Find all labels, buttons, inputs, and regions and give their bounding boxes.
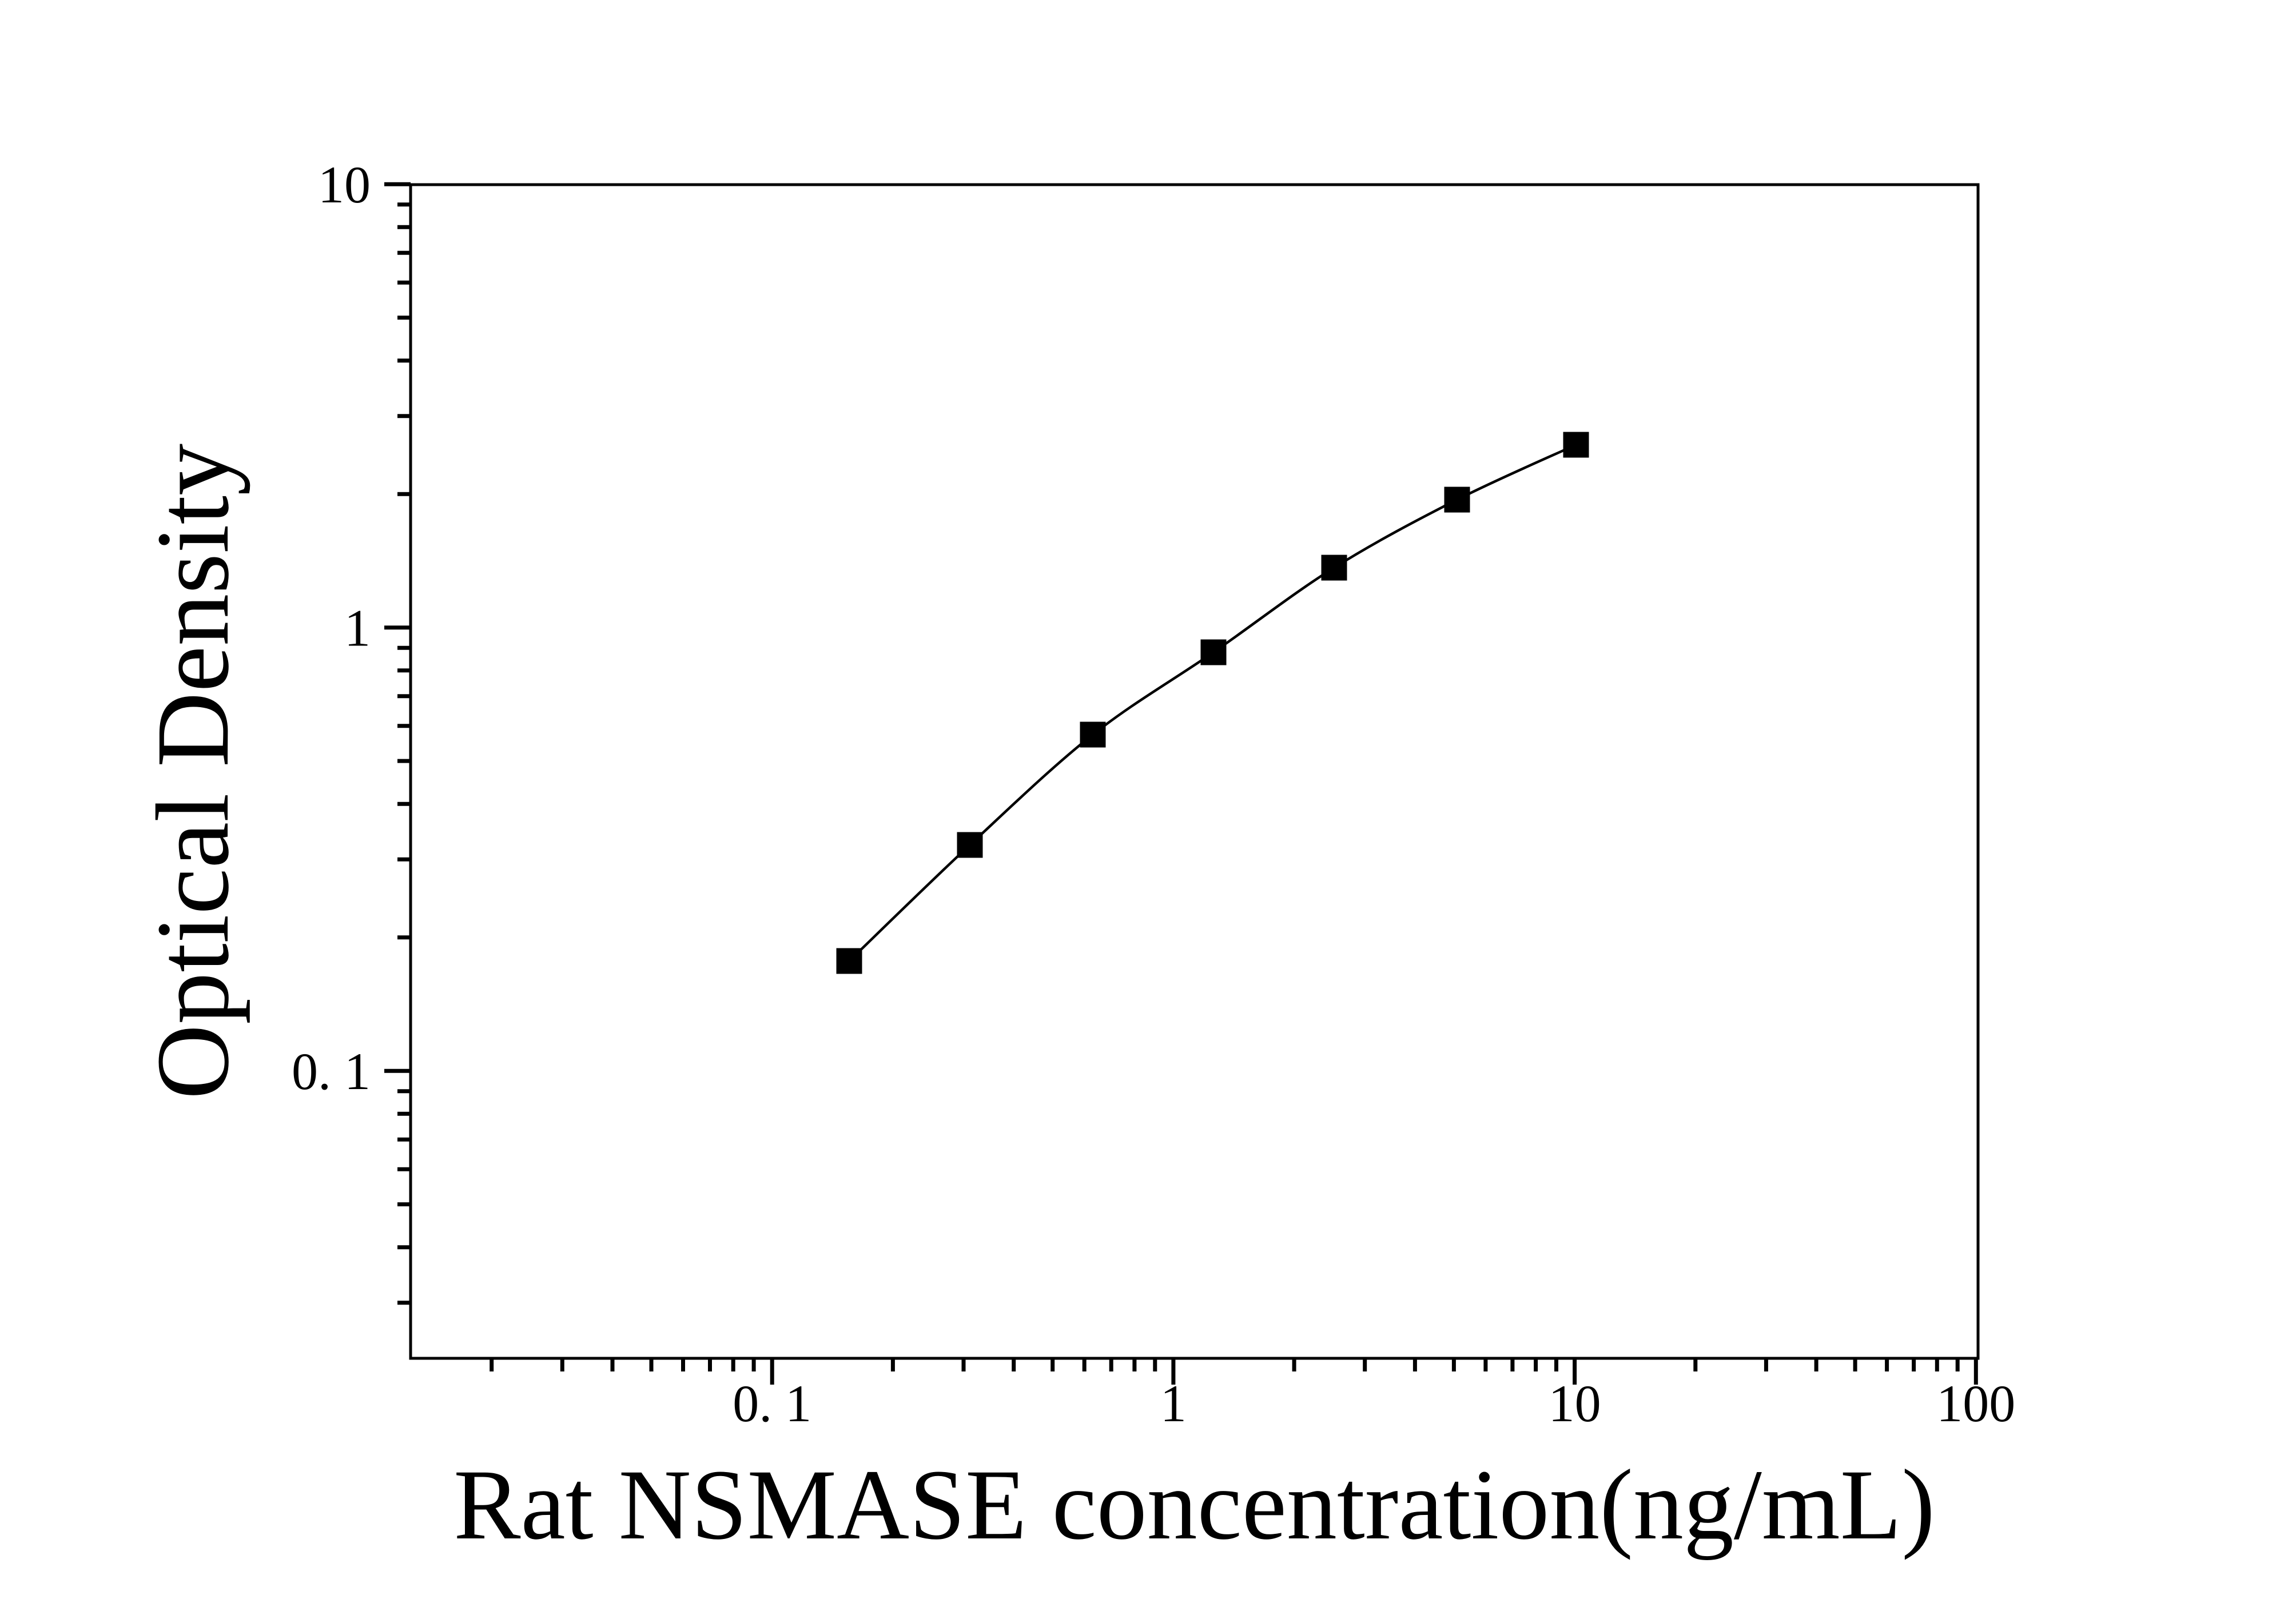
svg-text:0. 1: 0. 1 [292, 1042, 371, 1100]
svg-text:10: 10 [1549, 1374, 1601, 1433]
svg-text:100: 100 [1936, 1374, 2015, 1433]
svg-text:Optical Density: Optical Density [136, 444, 250, 1099]
svg-text:0. 1: 0. 1 [733, 1374, 811, 1433]
svg-text:10: 10 [318, 155, 371, 214]
svg-text:Rat NSMASE concentration(ng/mL: Rat NSMASE concentration(ng/mL) [453, 1449, 1935, 1561]
svg-text:1: 1 [1160, 1374, 1187, 1433]
svg-text:1: 1 [344, 599, 371, 657]
